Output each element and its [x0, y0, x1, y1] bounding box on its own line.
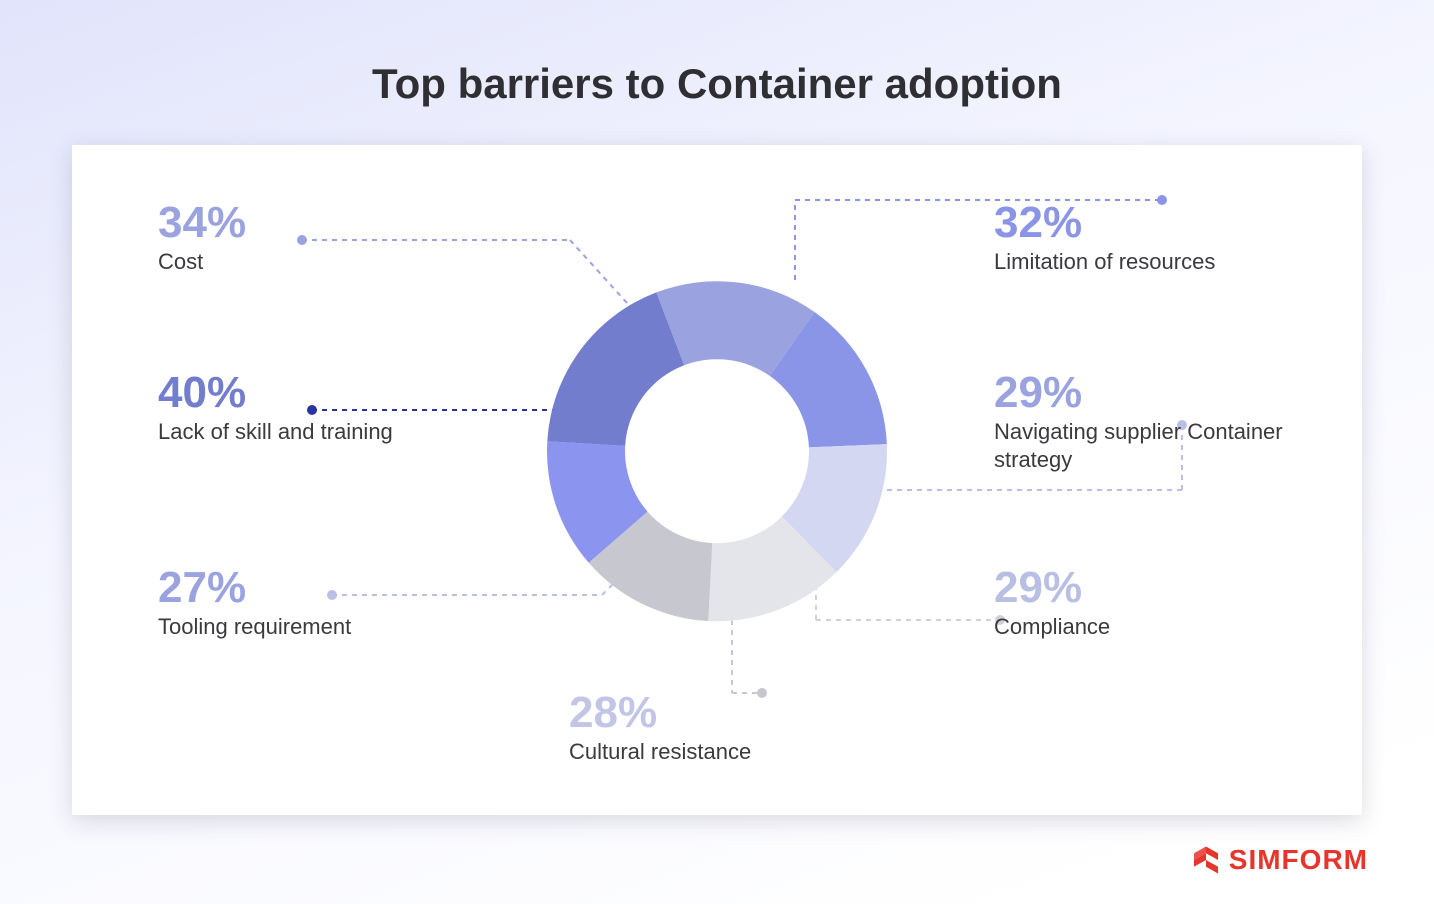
- pct-lack-skill: 40%: [158, 370, 398, 416]
- txt-compliance: Compliance: [994, 613, 1294, 641]
- pct-cultural: 28%: [569, 690, 869, 736]
- label-lack-skill: 40% Lack of skill and training: [158, 370, 398, 446]
- txt-lack-skill: Lack of skill and training: [158, 418, 398, 446]
- brand-logo: SIMFORM: [1191, 844, 1368, 876]
- slice-lack_skill: [547, 292, 684, 445]
- txt-tooling: Tooling requirement: [158, 613, 458, 641]
- txt-limitation: Limitation of resources: [994, 248, 1294, 276]
- label-compliance: 29% Compliance: [994, 565, 1294, 641]
- chart-card: 34% Cost 40% Lack of skill and training …: [72, 145, 1362, 815]
- chart-title: Top barriers to Container adoption: [0, 60, 1434, 108]
- label-tooling: 27% Tooling requirement: [158, 565, 458, 641]
- donut-chart: [537, 271, 897, 631]
- pct-limitation: 32%: [994, 200, 1294, 246]
- label-cultural: 28% Cultural resistance: [569, 690, 869, 766]
- pct-navigating: 29%: [994, 370, 1284, 416]
- txt-navigating: Navigating supplier Container strategy: [994, 418, 1284, 473]
- label-cost: 34% Cost: [158, 200, 458, 276]
- txt-cost: Cost: [158, 248, 458, 276]
- pct-compliance: 29%: [994, 565, 1294, 611]
- infographic-canvas: Top barriers to Container adoption: [0, 0, 1434, 904]
- label-limitation: 32% Limitation of resources: [994, 200, 1294, 276]
- pct-tooling: 27%: [158, 565, 458, 611]
- brand-name: SIMFORM: [1229, 844, 1368, 876]
- pct-cost: 34%: [158, 200, 458, 246]
- simform-mark-icon: [1191, 845, 1221, 875]
- txt-cultural: Cultural resistance: [569, 738, 869, 766]
- label-navigating: 29% Navigating supplier Container strate…: [994, 370, 1284, 473]
